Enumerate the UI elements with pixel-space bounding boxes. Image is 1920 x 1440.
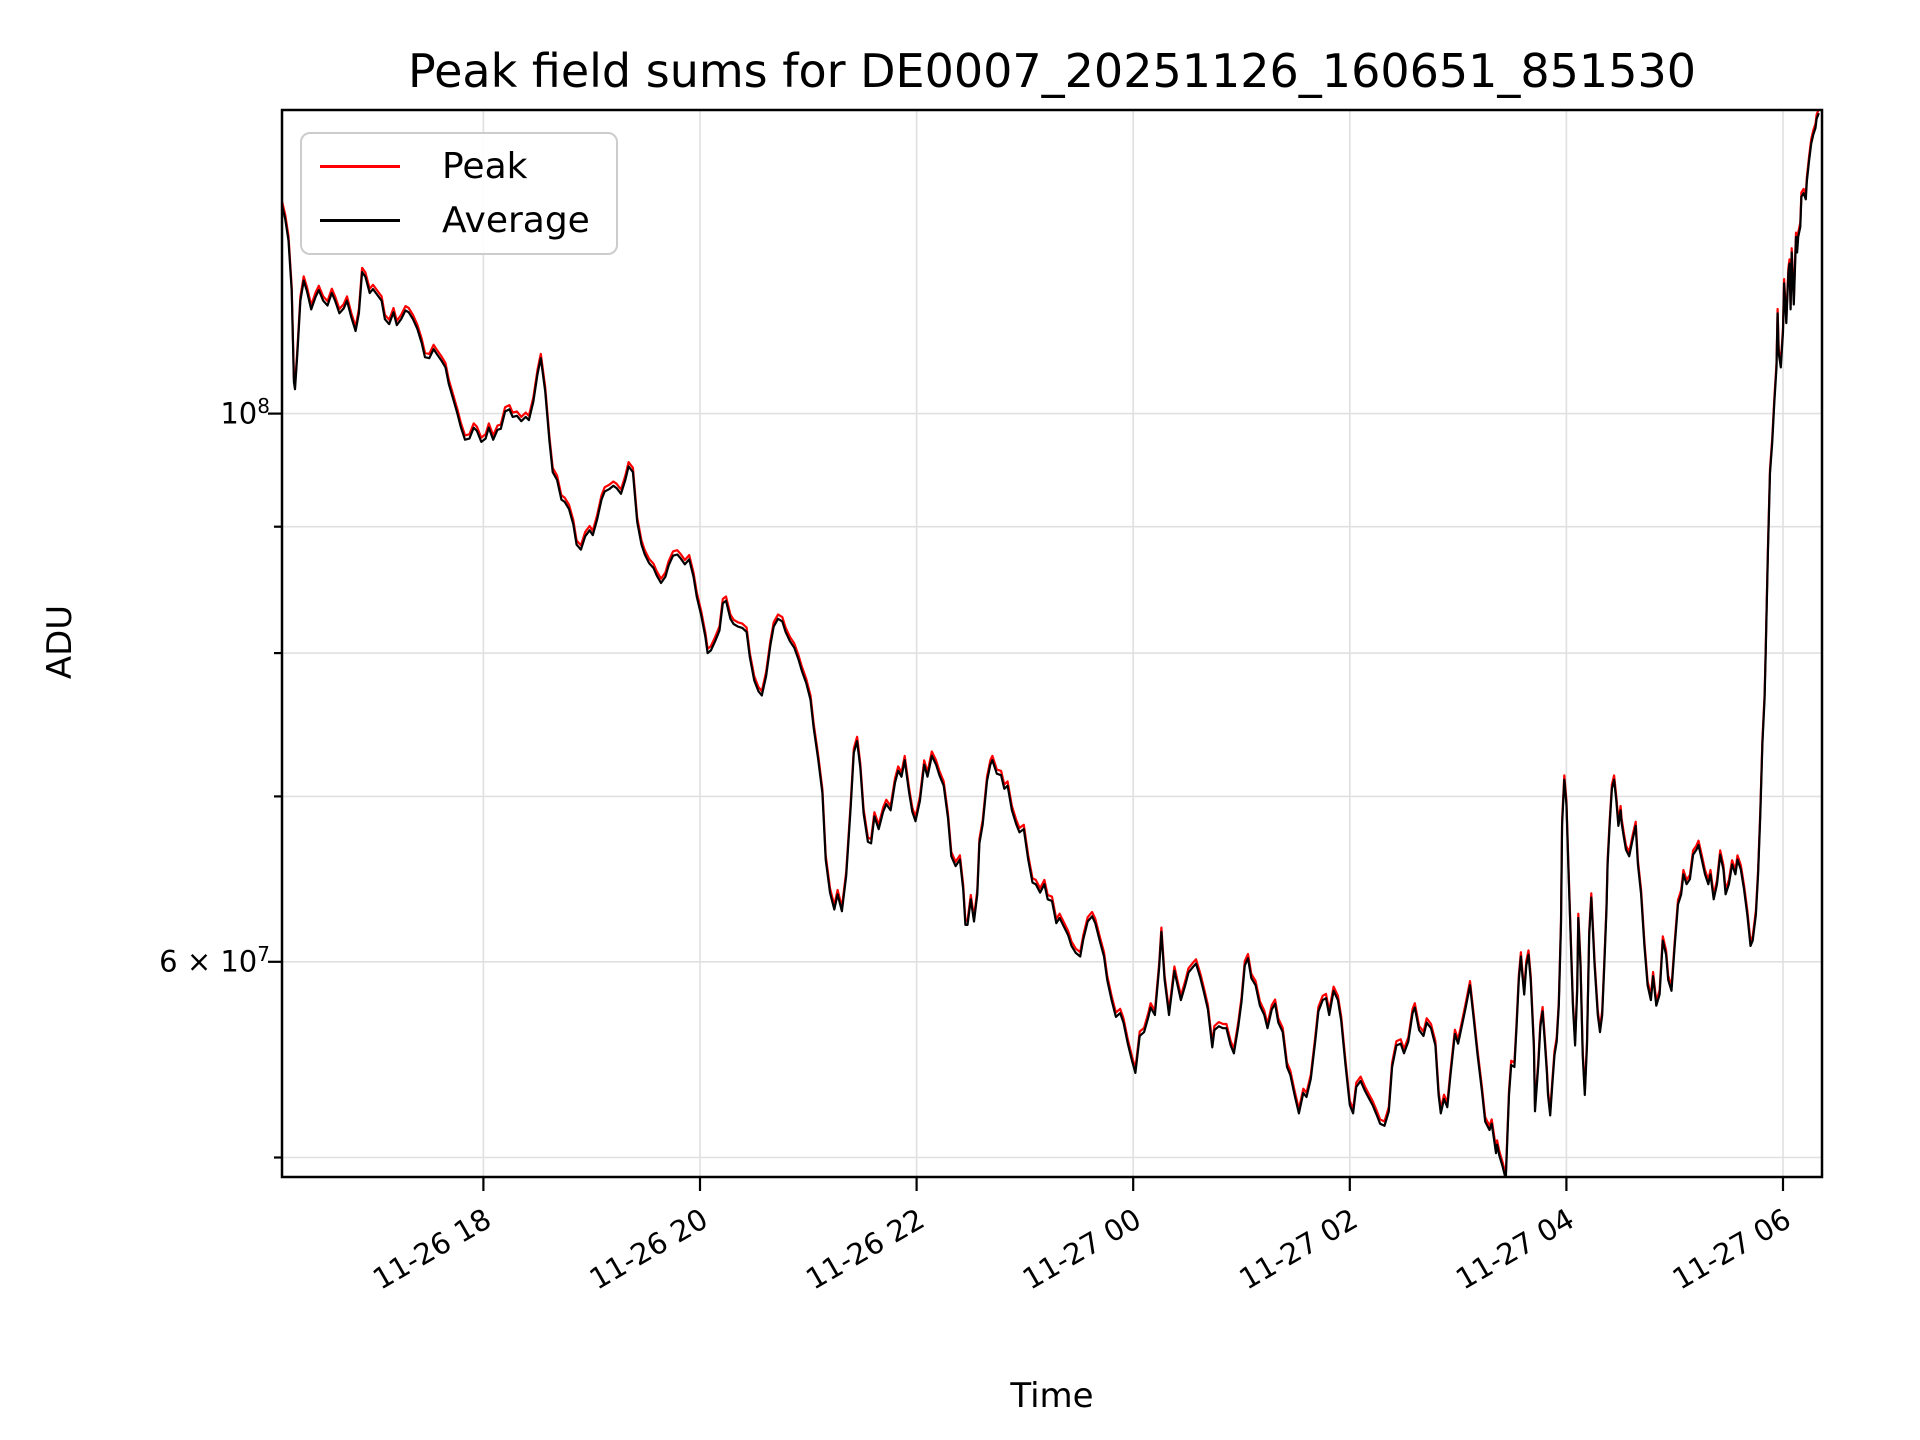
y-axis-label: ADU xyxy=(40,604,80,680)
plot-border xyxy=(280,108,1824,1179)
x-tick-label: 11-26 20 xyxy=(584,1202,714,1297)
x-tick-label: 11-26 22 xyxy=(800,1202,930,1297)
average-line-sample-icon xyxy=(320,218,400,222)
x-axis-label: Time xyxy=(1010,1376,1094,1416)
legend-label: Average xyxy=(442,199,590,241)
y-tick-label-1e8: 108 xyxy=(220,393,270,431)
average-line xyxy=(282,112,1820,1177)
chart-title: Peak field sums for DE0007_20251126_1606… xyxy=(408,44,1696,98)
legend: Peak Average xyxy=(300,132,618,255)
x-tick-label: 11-27 02 xyxy=(1233,1202,1363,1297)
x-tick-label: 11-27 00 xyxy=(1017,1202,1147,1297)
legend-entry-average: Average xyxy=(302,200,616,241)
peak-line-sample-icon xyxy=(320,165,400,169)
x-tick-label: 11-27 04 xyxy=(1450,1202,1580,1297)
legend-entry-peak: Peak xyxy=(302,146,616,187)
y-tick-label-6e7: 6 × 107 xyxy=(159,941,270,979)
x-tick-label: 11-26 18 xyxy=(367,1202,497,1297)
x-tick-label: 11-27 06 xyxy=(1667,1202,1797,1297)
legend-label: Peak xyxy=(442,146,528,188)
